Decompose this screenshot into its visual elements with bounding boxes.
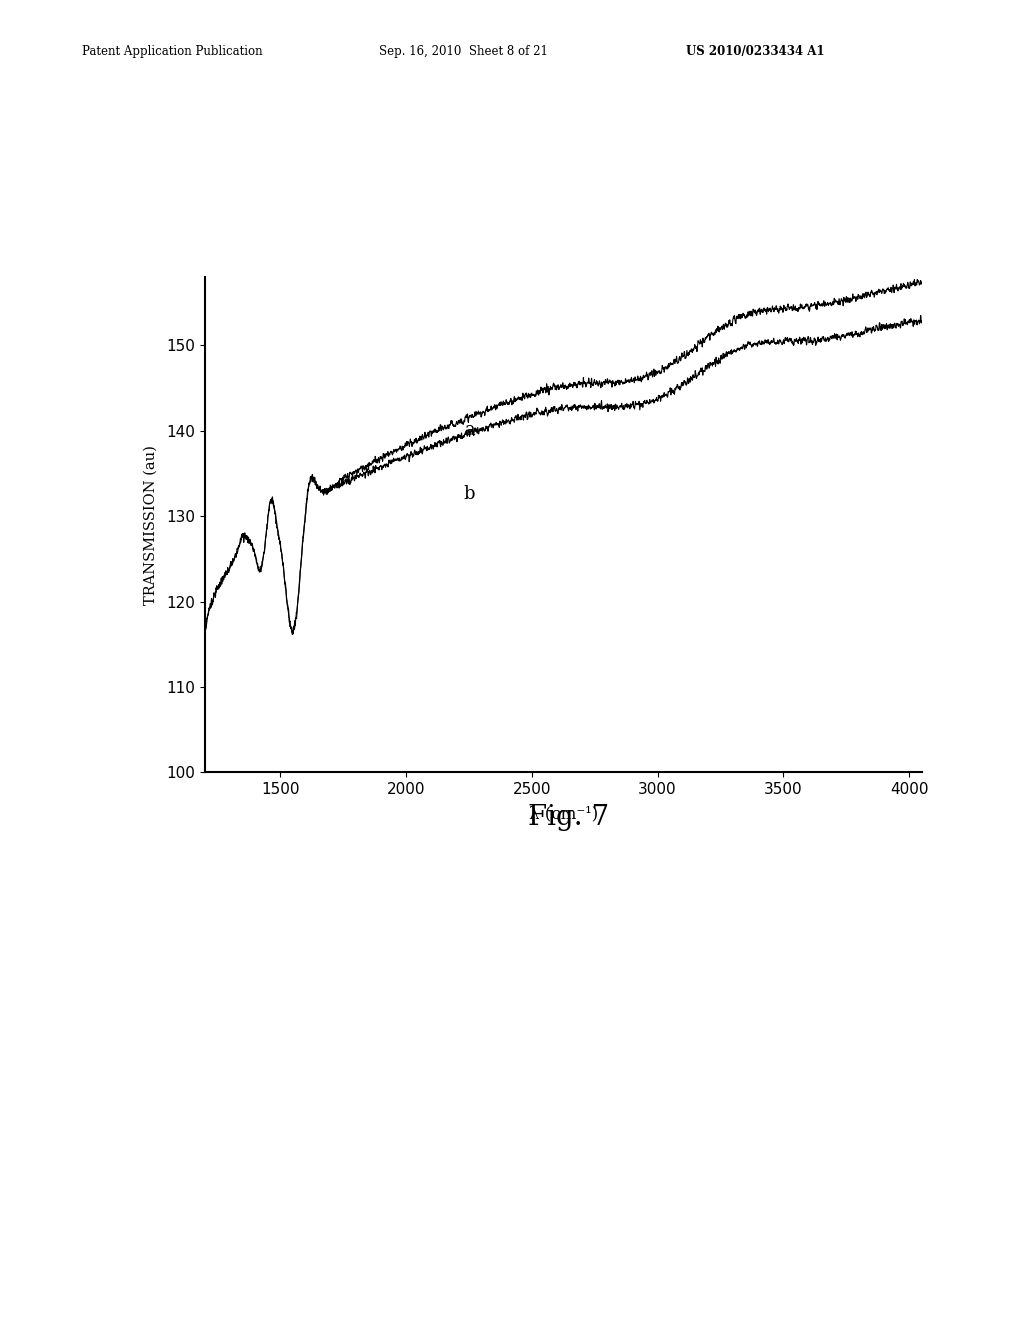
Text: a: a	[464, 421, 474, 440]
Text: Sep. 16, 2010  Sheet 8 of 21: Sep. 16, 2010 Sheet 8 of 21	[379, 45, 548, 58]
X-axis label: λ (cm⁻¹): λ (cm⁻¹)	[528, 805, 598, 822]
Y-axis label: TRANSMISSION (au): TRANSMISSION (au)	[143, 445, 158, 605]
Text: Patent Application Publication: Patent Application Publication	[82, 45, 262, 58]
Text: US 2010/0233434 A1: US 2010/0233434 A1	[686, 45, 824, 58]
Text: b: b	[464, 484, 475, 503]
Text: Fig. 7: Fig. 7	[527, 804, 609, 832]
